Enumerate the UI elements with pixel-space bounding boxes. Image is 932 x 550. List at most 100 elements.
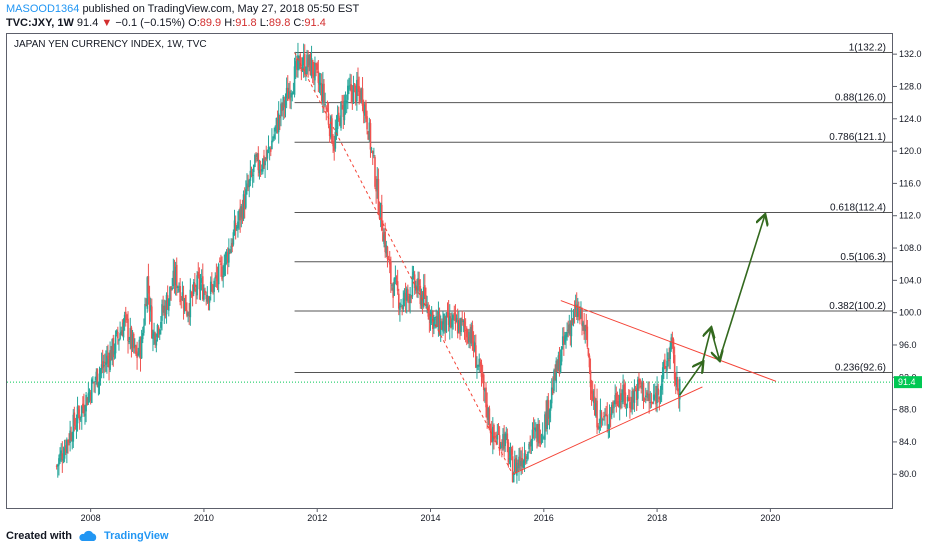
candle-body [163,305,166,313]
x-tick-label: 2018 [647,513,667,523]
candle-body [198,274,201,290]
candle-body [323,83,325,102]
candle-body [667,358,669,360]
candle-body [237,221,239,228]
candle-body [603,416,605,418]
candle-body [195,288,197,293]
candle-body [604,415,606,417]
candle-body [409,294,411,304]
candle-body [127,318,129,342]
fib-level-label: 0.236(92.6) [835,362,886,373]
candle-body [330,116,332,138]
candle-body [427,306,430,317]
candle-body [399,305,401,311]
candle-body [499,444,502,448]
candle-body [493,425,495,438]
candle-body [366,116,368,130]
candle-body [334,132,337,149]
author-link[interactable]: MASOOD1364 [6,3,80,15]
candle-body [177,286,179,288]
candle-body [506,433,509,444]
candle-body [200,278,203,283]
candle-body [136,351,138,358]
candle-body [266,150,269,159]
candle-body [383,234,385,244]
candle-body [249,170,252,181]
open-value: 89.9 [199,17,222,29]
candle-body [488,408,491,430]
low-value: 89.8 [268,17,291,29]
candle-body [262,158,264,172]
candle-body [169,286,171,300]
candle-body [168,298,170,311]
candle-body [277,113,280,133]
candle-body [87,393,90,404]
candle-body [518,456,520,469]
candle-body [472,341,475,352]
candle-body [73,412,76,426]
candle-body [271,140,273,150]
candle-body [62,458,65,461]
chart-frame[interactable] [6,33,893,509]
candle-body [648,393,650,402]
candle-body [186,310,188,316]
candle-body [228,248,230,263]
candle-body [82,403,84,408]
candle-body [259,169,262,171]
candle-body [85,394,87,412]
candle-body [434,318,436,320]
candle-body [148,296,151,312]
candle-body [665,367,667,369]
candle-body [356,79,358,102]
candle-body [225,251,228,257]
candle-body [652,394,655,400]
candle-body [353,83,356,85]
candle-body [660,383,663,390]
candle-body [563,337,565,345]
candle-body [598,426,601,429]
candle-body [108,358,110,368]
x-tick-label: 2016 [534,513,554,523]
candle-body [530,440,533,447]
candle-body [336,114,339,129]
candle-body [464,330,467,332]
candle-body [84,413,86,416]
candle-body [351,89,354,102]
candle-body [229,250,231,252]
candle-body [539,441,542,443]
candle-body [288,91,290,98]
candle-body [234,222,237,232]
candle-body [659,389,662,401]
candle-body [597,425,599,429]
y-tick-label: 128.0 [899,81,922,91]
candle-body [657,388,660,395]
candle-body [350,84,353,92]
candle-body [404,293,407,300]
candle-body [363,105,366,116]
candle-body [101,361,104,368]
candle-body [64,445,67,453]
candle-body [165,294,168,315]
candle-body [291,93,294,95]
candle-body [220,263,222,265]
candle-body [641,382,644,390]
candle-body [517,463,519,466]
candle-body [547,400,550,420]
candle-body [454,312,457,324]
candle-body [546,399,548,430]
candle-body [589,370,592,388]
tradingview-logo-text[interactable]: TradingView [104,530,169,542]
candle-body [243,195,246,210]
symbol-info-bar: TVC:JXY, 1W 91.4 ▼ −0.1 (−0.15%) O:89.9 … [6,17,326,29]
candle-body [651,402,654,404]
candle-body [644,395,647,398]
candle-body [480,363,483,377]
candle-body [265,157,268,160]
candle-body [95,371,98,381]
candle-body [310,57,313,77]
candle-body [232,232,235,245]
x-tick-label: 2012 [307,513,327,523]
candle-body [124,311,127,315]
candle-body [83,405,85,414]
